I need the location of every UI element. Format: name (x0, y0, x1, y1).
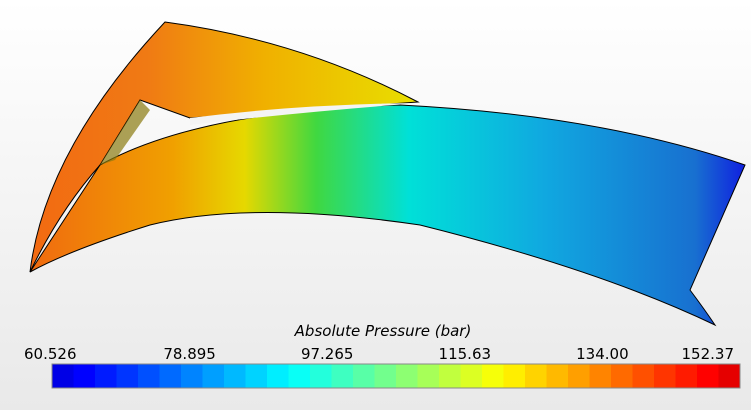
blade-gap (190, 103, 420, 125)
colorbar-segment (202, 364, 225, 388)
colorbar-segment (353, 364, 375, 388)
colorbar-frame (51, 363, 741, 389)
colorbar-segment (654, 364, 676, 388)
colorbar-segment (482, 364, 504, 388)
colorbar-segment (417, 364, 440, 388)
colorbar-segment (288, 364, 311, 388)
colorbar-segment (718, 364, 741, 388)
leading-edge-shadow (100, 100, 150, 165)
colorbar-segment (568, 364, 590, 388)
colorbar-segment (396, 364, 418, 388)
colorbar-segment (460, 364, 483, 388)
colorbar-segment (611, 364, 633, 388)
colorbar-tick-label: 97.265 (301, 345, 354, 363)
colorbar-segment (310, 364, 332, 388)
colorbar-segment (181, 364, 203, 388)
colorbar-tick-label: 60.526 (24, 345, 77, 363)
colorbar-tick-label: 78.895 (163, 345, 216, 363)
colorbar-segment (116, 364, 139, 388)
colorbar-tick-label: 152.37 (682, 345, 735, 363)
colorbar-segment (159, 364, 182, 388)
colorbar-segment (138, 364, 160, 388)
colorbar-segment (525, 364, 547, 388)
colorbar-tick-label: 134.00 (576, 345, 629, 363)
colorbar-segment (589, 364, 612, 388)
colorbar-segment (331, 364, 354, 388)
colorbar-title: Absolute Pressure (bar) (294, 322, 472, 340)
colorbar-tick-label: 115.63 (439, 345, 492, 363)
colorbar-segment (546, 364, 569, 388)
colorbar-segment (73, 364, 96, 388)
colorbar-segment (675, 364, 698, 388)
colorbar (51, 363, 741, 389)
colorbar-segment (52, 364, 74, 388)
colorbar-segment (267, 364, 289, 388)
colorbar-segment (503, 364, 526, 388)
upper-blade-surface (29, 21, 420, 273)
colorbar-segment (245, 364, 268, 388)
colorbar-segment (374, 364, 397, 388)
colorbar-segment (697, 364, 719, 388)
colorbar-ticks: 60.526 78.895 97.265 115.63 134.00 152.37 (24, 345, 734, 363)
colorbar-segment (439, 364, 461, 388)
colorbar-segment (224, 364, 246, 388)
colorbar-segment (632, 364, 655, 388)
colorbar-segment (95, 364, 117, 388)
